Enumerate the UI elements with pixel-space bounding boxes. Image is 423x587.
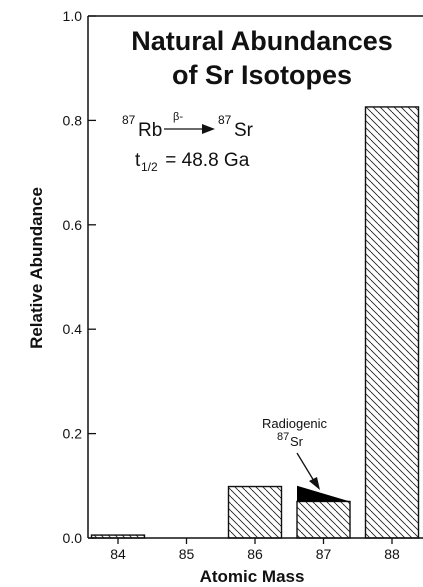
bar-84 [90,534,146,539]
y-tick-label: 0.0 [63,530,83,546]
y-tick-label: 0.2 [63,426,83,442]
half-life-value: = 48.8 Ga [160,150,250,171]
radiogenic-label: Radiogenic [262,416,328,431]
y-tick-label: 0.8 [63,112,83,128]
x-tick-label: 86 [247,546,263,562]
x-tick-label: 84 [110,546,126,562]
parent-mass: 87 [122,113,136,127]
daughter-mass: 87 [218,113,232,127]
radiogenic-element: Sr [290,434,304,449]
x-tick-label: 88 [384,546,400,562]
x-tick-label: 85 [179,546,195,562]
x-axis-label: Atomic Mass [200,567,305,586]
bar-87 [296,500,351,539]
chart-title-line1: Natural Abundances [131,26,393,56]
y-tick-label: 0.6 [63,217,83,233]
bar-88 [364,106,420,539]
daughter-element: Sr [234,120,254,141]
decay-equation: 87 Rb β- 87 Sr t 1/2 = 48.8 Ga [122,111,254,174]
radiogenic-annotation: Radiogenic 87 Sr [262,416,328,490]
radiogenic-arrow-icon [296,452,320,490]
decay-arrow-icon [164,124,215,134]
y-ticks: 0.0 0.2 0.4 0.6 0.8 1.0 [63,8,96,546]
half-life-symbol: t [135,150,141,171]
bar-86 [227,485,283,539]
radiogenic-wedge [297,485,350,502]
y-tick-label: 0.4 [63,321,83,337]
x-ticks: 84 85 86 87 88 [110,538,400,562]
y-tick-label: 1.0 [63,8,83,24]
bars [90,106,420,539]
x-tick-label: 87 [316,546,332,562]
parent-element: Rb [138,120,162,141]
chart-title-line2: of Sr Isotopes [172,60,352,90]
decay-arrow-label: β- [173,111,183,123]
radiogenic-mass: 87 [277,431,289,443]
half-life-subscript: 1/2 [141,160,158,174]
y-axis-label: Relative Abundance [27,187,46,349]
